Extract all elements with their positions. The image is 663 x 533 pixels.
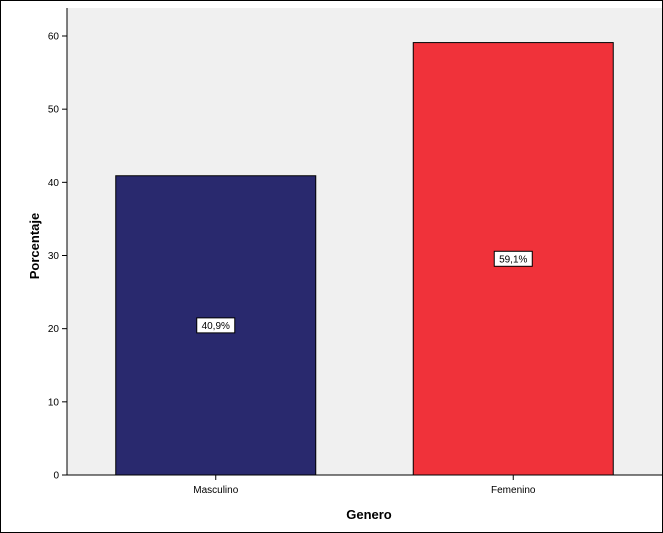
y-tick-label: 60 [48,32,60,43]
data-label-text: 59,1% [499,254,527,265]
data-label-masculino: 40,9% [196,317,236,334]
y-tick-label: 10 [48,397,60,408]
y-axis-title: Porcentaje [27,213,42,279]
data-label-text: 40,9% [202,321,230,332]
y-tick-label: 20 [48,324,60,335]
x-axis-title: Genero [346,507,392,522]
x-tick-label-masculino: Masculino [193,485,238,496]
y-tick-label: 30 [48,251,60,262]
y-tick-label: 40 [48,178,60,189]
data-label-box [493,250,533,267]
y-tick-label: 50 [48,105,60,116]
data-label-box [196,317,236,334]
y-tick-label: 0 [53,471,59,482]
data-label-femenino: 59,1% [493,250,533,267]
x-tick-label-femenino: Femenino [491,485,536,496]
